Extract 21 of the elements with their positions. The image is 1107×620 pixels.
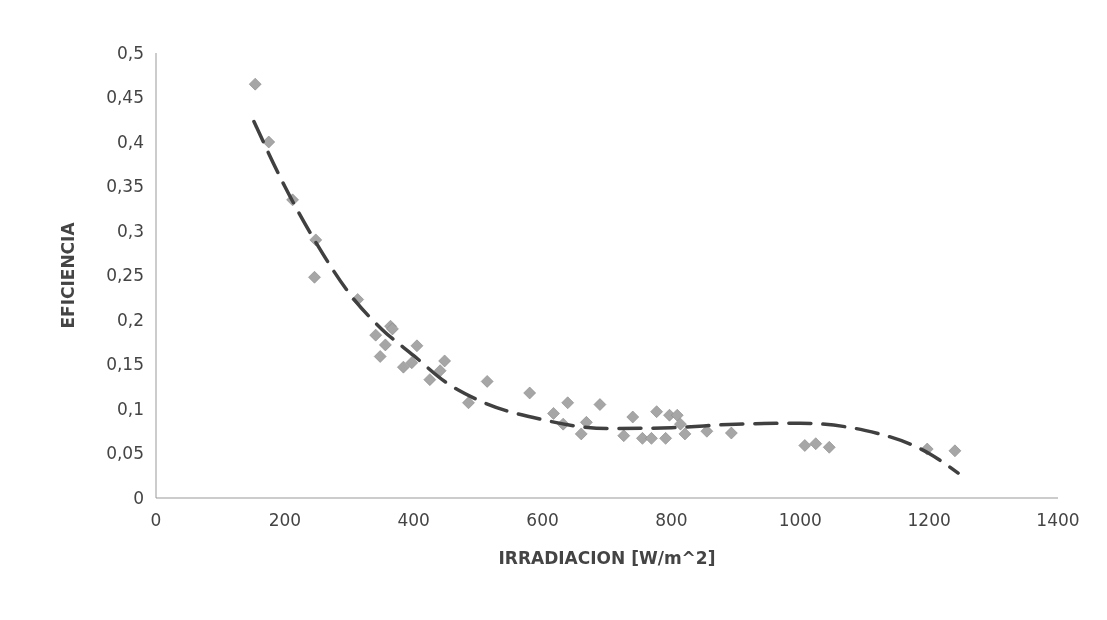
x-tick-label: 800 xyxy=(655,510,688,530)
x-tick-label: 600 xyxy=(526,510,559,530)
y-tick-label: 0,2 xyxy=(116,309,144,330)
x-axis-title: IRRADIACION [W/m^2] xyxy=(498,548,716,568)
y-tick-label: 0,15 xyxy=(106,354,144,375)
y-tick-label: 0,05 xyxy=(106,443,144,464)
y-axis-title: EFICIENCIA xyxy=(58,221,78,329)
y-tick-label: 0,35 xyxy=(106,176,144,197)
y-tick-label: 0,3 xyxy=(116,220,144,241)
y-tick-label: 0,45 xyxy=(106,87,144,108)
y-tick-label: 0,4 xyxy=(116,131,144,152)
x-tick-label: 0 xyxy=(150,510,162,530)
x-tick-label: 200 xyxy=(268,510,302,530)
x-tick-label: 1200 xyxy=(907,510,951,530)
y-tick-label: 0,25 xyxy=(106,265,144,286)
x-tick-label: 400 xyxy=(397,510,430,530)
x-tick-label: 1400 xyxy=(1036,510,1080,530)
y-tick-label: 0 xyxy=(133,487,144,508)
x-tick-label: 1000 xyxy=(778,510,822,530)
y-tick-label: 0,5 xyxy=(116,42,144,63)
y-tick-label: 0,1 xyxy=(116,398,144,419)
